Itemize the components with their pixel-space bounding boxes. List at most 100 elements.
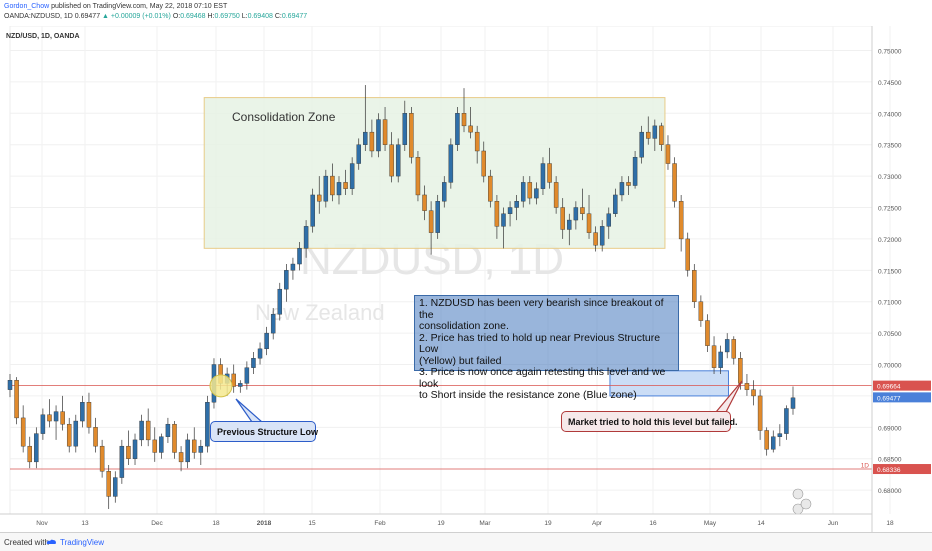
candle-body (678, 201, 684, 240)
candle-body (330, 175, 335, 196)
candle-body (113, 477, 118, 497)
candle (382, 107, 388, 151)
candle-body (126, 445, 131, 459)
candle (106, 465, 111, 509)
candle (461, 88, 467, 133)
candle (705, 314, 710, 352)
candle-body (53, 411, 59, 422)
candle-body (395, 144, 401, 177)
candle-body (231, 373, 236, 387)
candle-body (382, 119, 388, 145)
candle (238, 380, 243, 393)
candle (53, 405, 59, 440)
level-lines (10, 385, 872, 470)
candle (297, 242, 302, 271)
price-label-bg (873, 464, 931, 475)
candle (165, 417, 171, 444)
candle (376, 113, 381, 158)
candle (764, 427, 769, 456)
candle-body (567, 219, 572, 230)
candle-body (290, 263, 296, 271)
candle (395, 138, 401, 183)
candle (422, 185, 427, 221)
candle-body (422, 194, 427, 211)
candle-body (448, 144, 454, 183)
candles (7, 85, 796, 509)
candle-body (455, 113, 460, 145)
candle (40, 408, 46, 440)
price-label-bg (873, 380, 931, 391)
candle (790, 386, 796, 415)
candle (685, 232, 690, 277)
candle (481, 141, 486, 183)
candle-body (501, 213, 506, 227)
candle-body (47, 414, 52, 422)
candle-body (672, 163, 677, 202)
candle-body (790, 397, 796, 409)
y-tick-label: 0.71500 (878, 268, 902, 275)
candle-body (257, 348, 263, 359)
candle-body (738, 358, 743, 384)
candle-body (718, 351, 723, 368)
candle (580, 188, 585, 221)
candle (573, 201, 579, 230)
candle (692, 264, 697, 308)
candle-body (106, 471, 111, 497)
analysis-note: 1. NZDUSD has been very bearish since br… (414, 295, 679, 401)
price-axis[interactable]: 0.75000 0.74500 0.74000 0.73500 0.73000 0.725… (871, 26, 931, 532)
price-label: 0.69477 (873, 392, 931, 403)
candle-body (317, 194, 322, 202)
tradingview-link[interactable]: TradingView (60, 538, 105, 547)
note-line-4: (Yellow) but failed (419, 354, 502, 367)
candle-body (639, 131, 644, 158)
high-value: 0.69750 (214, 13, 240, 20)
candle (494, 194, 500, 239)
candle (191, 427, 197, 459)
y-tick-label: 0.71000 (878, 300, 902, 307)
candle-body (363, 131, 368, 145)
high-label: H: (207, 13, 215, 20)
candle-body (40, 414, 46, 434)
price-label-text: 0.69477 (877, 395, 901, 402)
candle-body (606, 213, 612, 227)
candle (744, 373, 750, 396)
candle-body (777, 433, 783, 437)
candle-body (251, 358, 256, 368)
candle (639, 125, 644, 164)
footer: Created with TradingView (0, 532, 932, 551)
candle (126, 430, 131, 466)
candle (784, 405, 789, 440)
candle-body (520, 182, 526, 202)
author-link[interactable]: Gordon_Chow (4, 3, 50, 10)
candle (73, 414, 79, 453)
candle (369, 119, 375, 158)
candle-body (369, 131, 375, 152)
candle (455, 107, 460, 151)
candle-body (757, 395, 763, 431)
candle-body (514, 201, 519, 208)
price-chart[interactable]: NZDUSD, 1D New Zealand 1D 0.750000.74500… (0, 26, 932, 532)
candle-body (297, 248, 302, 265)
candle-body (698, 301, 704, 321)
candle (442, 176, 447, 208)
candle-body (191, 439, 197, 453)
candle (284, 264, 289, 302)
x-tick-label: 14 (757, 520, 765, 527)
candle-body (613, 194, 618, 214)
candle (152, 427, 157, 462)
structure-callout-pointer (235, 398, 264, 423)
candle (468, 107, 473, 139)
candle-body (771, 436, 776, 450)
price-label: 0.69664 (873, 380, 931, 391)
candle-body (593, 232, 598, 246)
candle-body (586, 213, 592, 233)
candle (244, 361, 250, 390)
candle-body (80, 402, 85, 422)
candle-body (560, 207, 565, 230)
time-axis[interactable]: Nov 13 Dec 18 2018 15 Feb 19 Mar 19 Apr 16 May 14 Jun 1… (0, 513, 894, 527)
x-tick-label: Nov (36, 520, 48, 527)
candle-body (751, 389, 756, 397)
candle (652, 119, 658, 151)
candle-body (185, 439, 190, 463)
candle (718, 345, 723, 374)
